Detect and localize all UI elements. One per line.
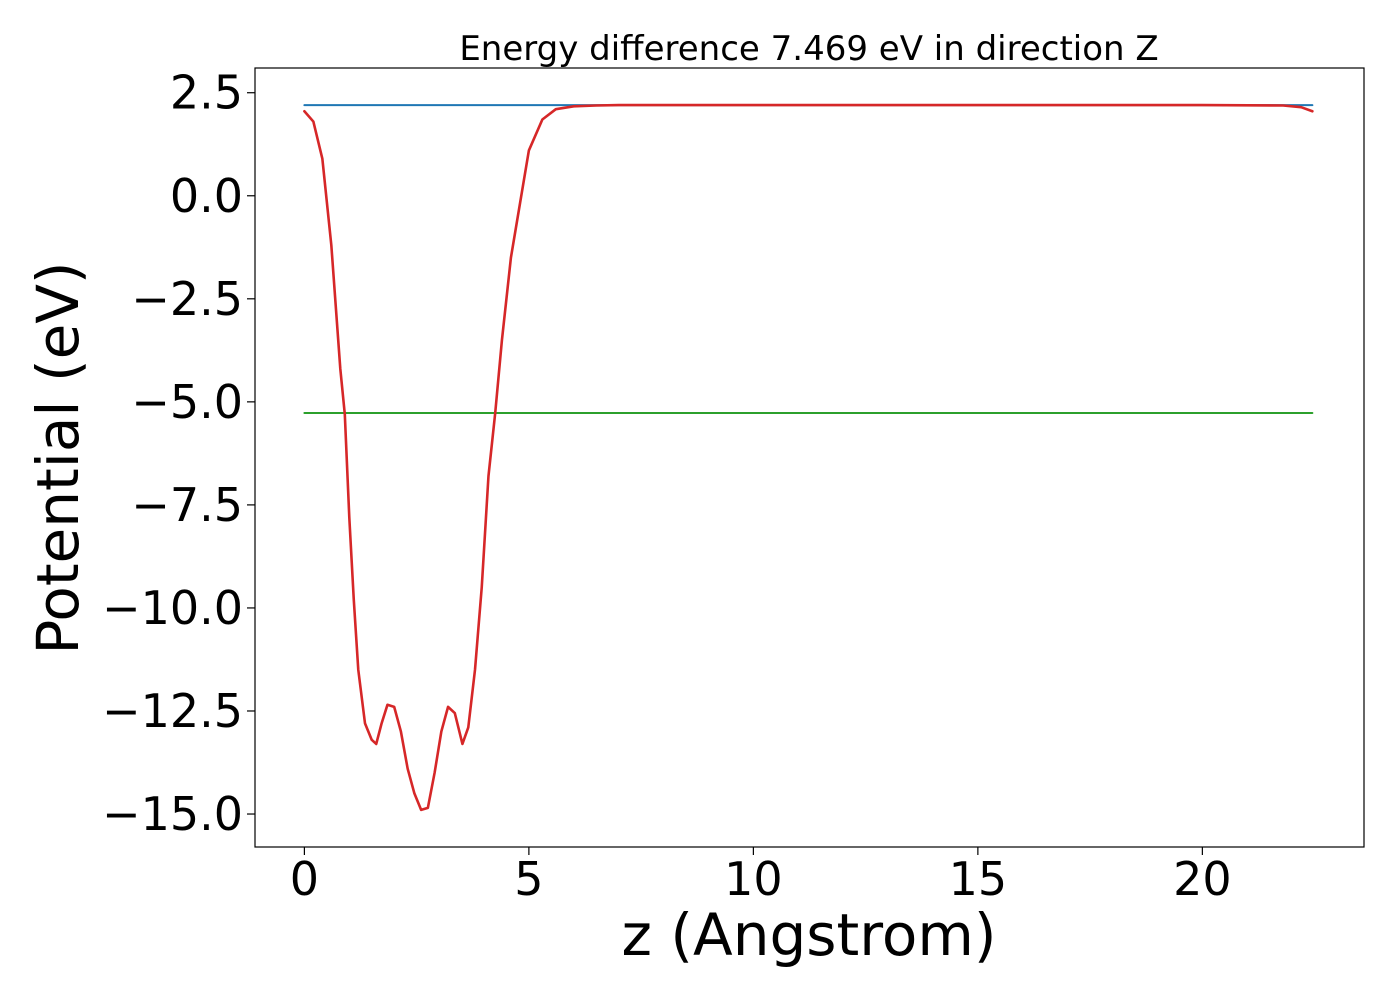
- y-tick-label: −2.5: [131, 272, 243, 326]
- plot-area: [254, 67, 1365, 848]
- y-tick-label: −12.5: [102, 684, 243, 738]
- y-axis-label: Potential (eV): [24, 261, 92, 654]
- x-axis: 0 5 10 15 20: [290, 847, 1232, 906]
- y-tick-label: −10.0: [102, 581, 243, 635]
- y-tick-label: −15.0: [102, 787, 243, 841]
- y-axis: 2.5 0.0 −2.5 −5.0 −7.5 −10.0 −12.5 −15.0: [102, 66, 255, 841]
- x-tick-label: 10: [724, 852, 783, 906]
- y-tick-label: 2.5: [170, 66, 243, 120]
- plot-frame: [254, 67, 1365, 848]
- x-tick-label: 5: [514, 852, 543, 906]
- x-tick-label: 20: [1173, 852, 1232, 906]
- y-tick-label: −5.0: [131, 375, 243, 429]
- chart-title: Energy difference 7.469 eV in direction …: [459, 29, 1158, 69]
- series-line-2: [303, 103, 1314, 812]
- x-tick-label: 0: [290, 852, 319, 906]
- series-layer: [303, 103, 1314, 812]
- y-tick-label: 0.0: [170, 169, 243, 223]
- y-tick-label: −7.5: [131, 478, 243, 532]
- x-axis-label: z (Angstrom): [622, 901, 997, 969]
- x-tick-label: 15: [949, 852, 1008, 906]
